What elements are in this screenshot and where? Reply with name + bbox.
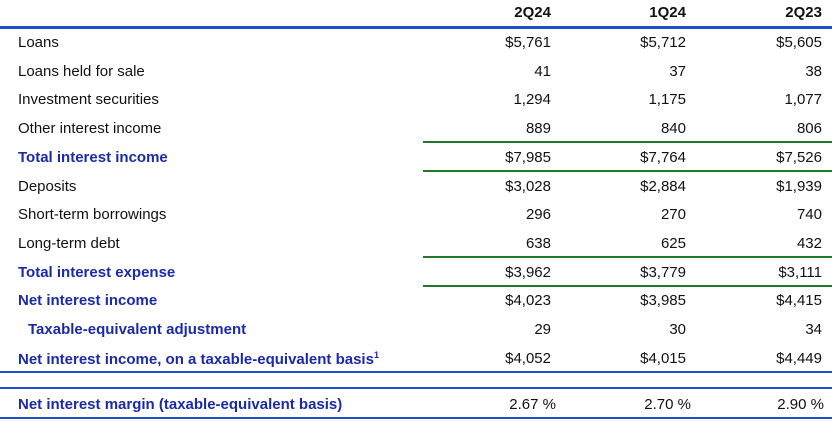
column-header-2q23: 2Q23	[785, 4, 822, 21]
cell: $4,415	[776, 292, 822, 310]
row-label-text: Net interest income, on a taxable-equiva…	[18, 350, 374, 368]
table-row: Deposits $3,028 $2,884 $1,939	[0, 172, 832, 200]
cell: 29	[534, 321, 551, 338]
row-label: Total interest income	[18, 149, 168, 166]
cell: $5,712	[640, 34, 686, 51]
header-divider	[0, 26, 832, 29]
row-label: Net interest margin (taxable-equivalent …	[18, 396, 343, 413]
cell: $5,605	[776, 34, 822, 51]
table-row: Net interest income $4,023 $3,985 $4,415	[0, 286, 832, 314]
row-label: Deposits	[18, 178, 76, 195]
cell: 1,077	[784, 91, 822, 109]
cell: $4,015	[640, 349, 686, 367]
divider	[423, 285, 832, 287]
table-row: Taxable-equivalent adjustment 29 30 34	[0, 315, 832, 343]
row-label-text: Loans	[18, 34, 59, 51]
row-label: Net interest income	[18, 292, 157, 309]
row-label: Total interest expense	[18, 264, 175, 281]
cell: 296	[525, 206, 551, 224]
column-header-1q24: 1Q24	[649, 4, 686, 21]
cell: 38	[805, 62, 822, 80]
cell: 740	[796, 206, 822, 224]
table-row: Total interest expense $3,962 $3,779 $3,111	[0, 258, 832, 286]
cell: $4,023	[505, 292, 551, 310]
row-label-text: Net interest income	[18, 292, 158, 310]
cell: $7,764	[640, 148, 686, 166]
table-row: Investment securities 1,294 1,175 1,077	[0, 85, 832, 113]
cell: $3,111	[778, 263, 822, 281]
row-label: Loans held for sale	[18, 63, 145, 80]
cell: $2,884	[640, 177, 686, 195]
table-row: Loans $5,761 $5,712 $5,605	[0, 28, 832, 56]
cell: $3,985	[640, 292, 686, 310]
cell: 41	[534, 62, 551, 80]
cell: $3,779	[640, 263, 686, 281]
cell: $7,985	[505, 148, 551, 166]
row-label-text: Loans held for sale	[18, 62, 145, 80]
row-label: Short-term borrowings	[18, 206, 166, 223]
cell: 2.90 %	[777, 396, 824, 413]
cell: $3,962	[505, 263, 551, 281]
divider	[0, 387, 832, 389]
divider	[0, 417, 832, 419]
cell: 806	[796, 120, 822, 138]
row-label-text: Total interest expense	[18, 263, 176, 281]
cell: 638	[525, 234, 551, 252]
column-header-2q24: 2Q24	[514, 4, 551, 21]
cell: 625	[660, 234, 686, 252]
table-row: Other interest income 889 840 806	[0, 114, 832, 142]
cell: 37	[669, 62, 686, 80]
cell: 840	[660, 120, 686, 138]
row-label: Net interest income, on a taxable-equiva…	[18, 350, 379, 368]
cell: 2.67 %	[509, 396, 556, 413]
cell: 889	[525, 120, 551, 138]
divider	[0, 371, 832, 373]
cell: 2.70 %	[644, 396, 691, 413]
table-row: Total interest income $7,985 $7,764 $7,526	[0, 143, 832, 171]
cell: $1,939	[776, 177, 822, 195]
row-label-text: Taxable-equivalent adjustment	[28, 321, 247, 338]
cell: $4,449	[776, 349, 822, 367]
row-label-text: Short-term borrowings	[18, 206, 167, 224]
cell: $5,761	[505, 34, 551, 51]
row-label-text: Long-term debt	[18, 234, 120, 252]
row-label-text: Deposits	[18, 177, 77, 195]
cell: 1,294	[513, 91, 551, 109]
row-label: Long-term debt	[18, 235, 120, 252]
row-label: Other interest income	[18, 120, 161, 137]
table-row-net-interest-margin: Net interest margin (taxable-equivalent …	[0, 390, 832, 418]
row-label: Taxable-equivalent adjustment	[28, 321, 246, 338]
divider	[423, 170, 832, 172]
cell: $4,052	[505, 349, 551, 367]
cell: $7,526	[776, 148, 822, 166]
table-row: Short-term borrowings 296 270 740	[0, 200, 832, 228]
cell: 30	[669, 321, 686, 338]
row-label-text: Other interest income	[18, 120, 162, 138]
row-label: Loans	[18, 34, 59, 51]
table-row: Long-term debt 638 625 432	[0, 229, 832, 257]
divider	[423, 141, 832, 143]
table-row: Net interest income, on a taxable-equiva…	[0, 344, 832, 372]
divider	[423, 256, 832, 258]
row-label: Investment securities	[18, 91, 159, 108]
table-row: Loans held for sale 41 37 38	[0, 57, 832, 85]
cell: 270	[660, 206, 686, 224]
row-label-text: Investment securities	[18, 91, 159, 109]
cell: 34	[805, 321, 822, 338]
cell: $3,028	[505, 177, 551, 195]
cell: 432	[796, 234, 822, 252]
cell: 1,175	[648, 91, 686, 109]
row-label-text: Total interest income	[18, 148, 168, 166]
footnote-marker: 1	[373, 349, 379, 360]
